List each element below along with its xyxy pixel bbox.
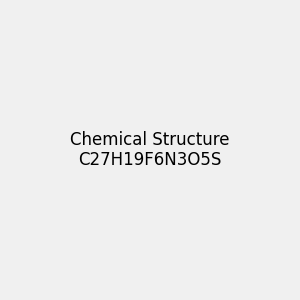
Text: Chemical Structure
C27H19F6N3O5S: Chemical Structure C27H19F6N3O5S: [70, 130, 230, 170]
